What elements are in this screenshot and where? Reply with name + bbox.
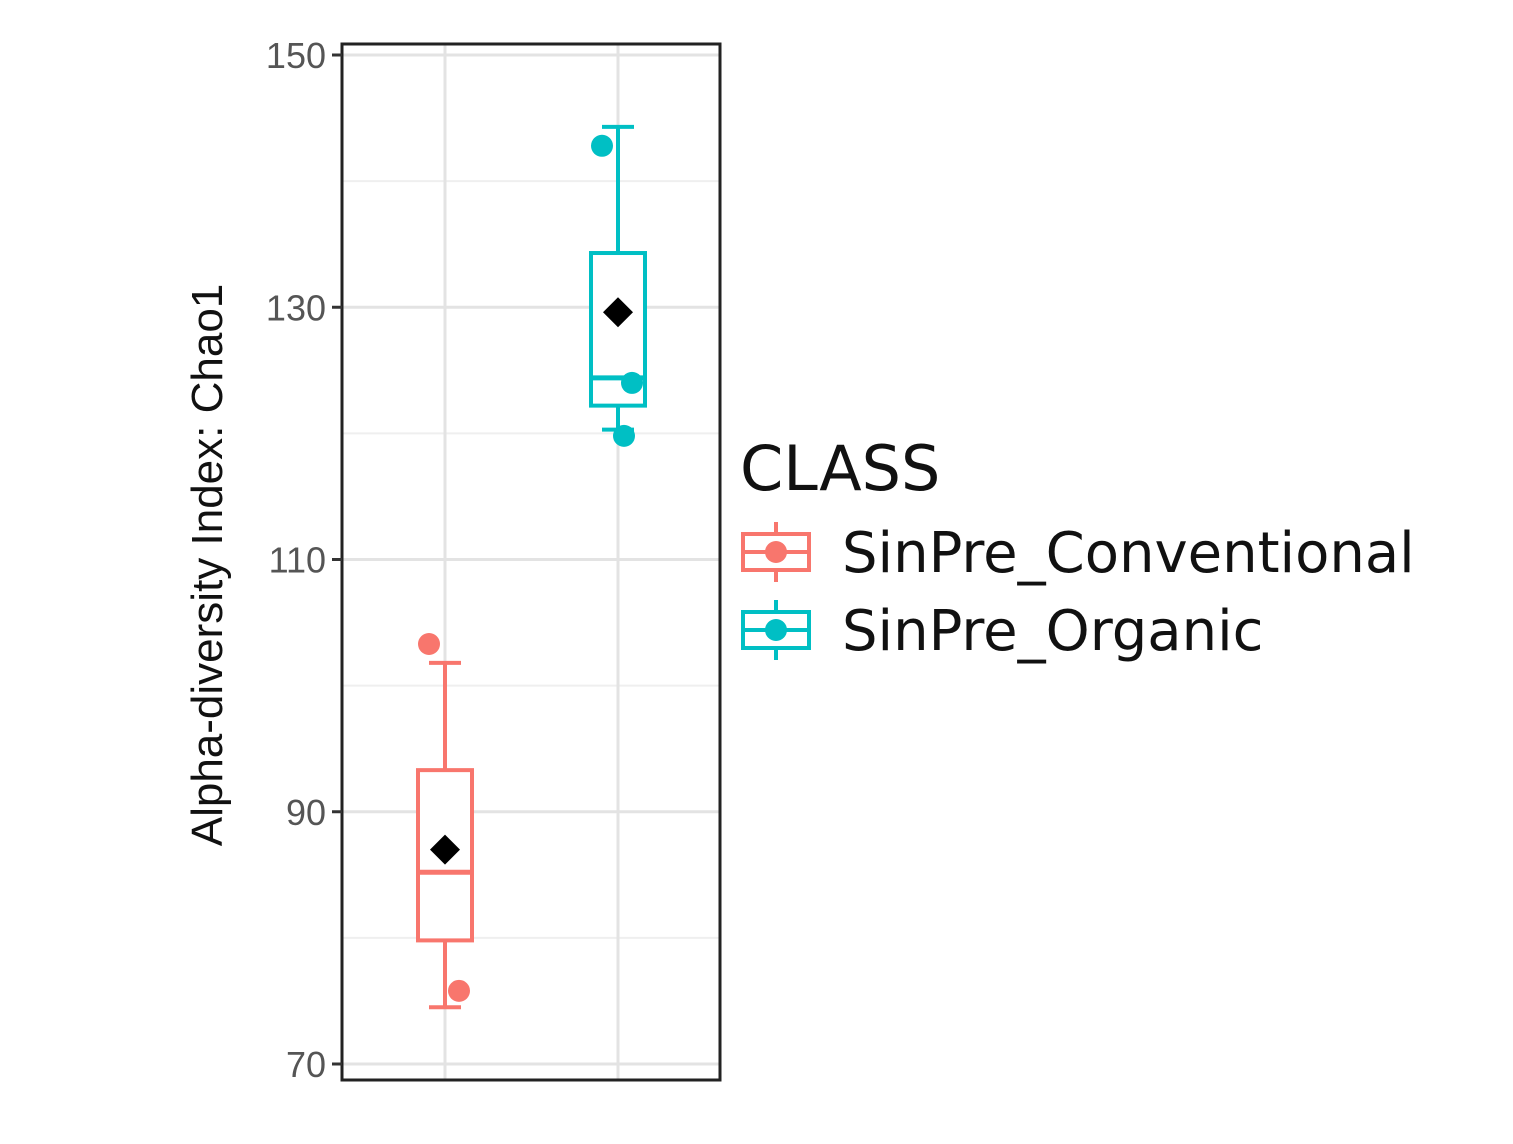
y-tick-label: 110 [269,540,326,581]
y-tick-label: 70 [286,1044,326,1085]
data-point [591,134,613,157]
box-layer [416,124,647,1010]
y-tick-label: 90 [286,792,326,833]
legend-title: CLASS [740,432,940,505]
data-point [418,633,440,656]
legend-entries: SinPre_Conventional SinPre_Organic [741,521,1415,664]
y-axis-ticks: 70 90 110 130 150 [266,35,342,1085]
mean-marker [430,834,460,865]
legend-key-point [765,541,787,563]
y-tick-label: 150 [266,35,326,76]
mean-marker [603,297,633,328]
y-axis-label: Alpha-diversity Index: Chao1 [183,284,232,847]
box-group-SinPre_Conventional [416,633,474,1010]
legend-entry-SinPre_Organic: SinPre_Organic [741,599,1263,664]
legend-label: SinPre_Conventional [842,521,1415,586]
y-tick-label: 130 [266,287,326,328]
legend: CLASS SinPre_Conventional SinPre_Organic [740,432,1415,664]
data-point [613,424,635,447]
legend-label: SinPre_Organic [842,599,1263,664]
data-point [621,371,643,394]
legend-entry-SinPre_Conventional: SinPre_Conventional [741,521,1415,586]
plot-panel-border [340,42,722,1082]
grid-layer [342,44,720,1080]
legend-key-point [765,619,787,641]
box-group-SinPre_Organic [589,124,647,447]
data-point [448,979,470,1002]
